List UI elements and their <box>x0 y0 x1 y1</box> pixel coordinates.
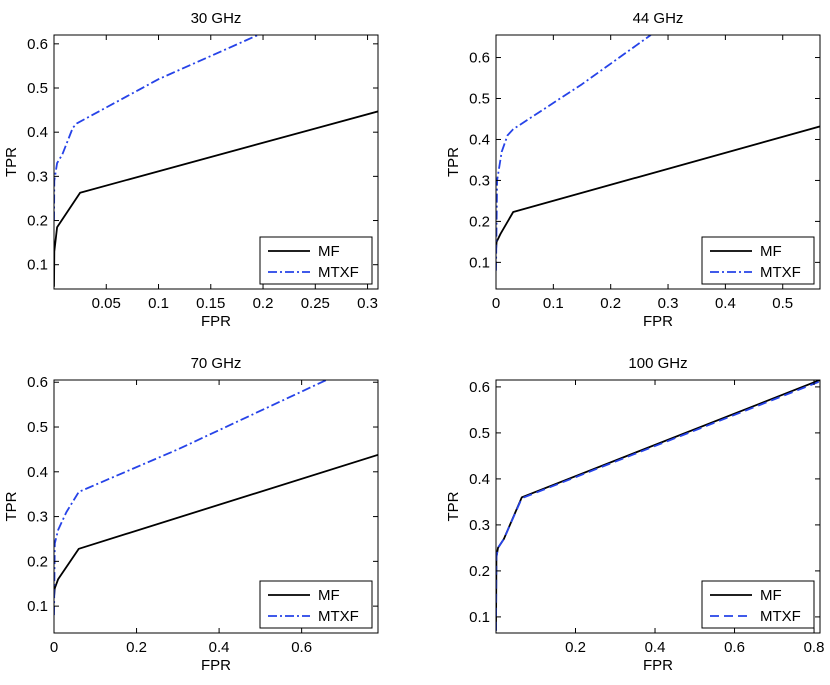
x-tick-label: 0.1 <box>148 295 169 312</box>
x-tick-label: 0.3 <box>658 295 679 312</box>
x-tick-label: 0.4 <box>645 639 666 656</box>
x-axis-label: FPR <box>643 657 673 674</box>
y-tick-label: 0.2 <box>469 563 490 580</box>
subplot-1: 30 GHz 0.05 0.1 0.15 0.2 0.25 0.3 0.1 0.2 0.3 0.4 0… <box>3 10 379 330</box>
legend-label-mf: MF <box>760 243 782 260</box>
y-tick-label: 0.2 <box>27 553 48 570</box>
legend-label-mtxf: MTXF <box>318 264 359 281</box>
subplot-4: 100 GHz 0.2 0.4 0.6 0.8 0.1 0.2 0.3 0.4 0.5 0.6 FPR… <box>445 355 824 674</box>
x-tick-label: 0 <box>492 295 500 312</box>
y-tick-label: 0.5 <box>469 91 490 108</box>
x-axis-label: FPR <box>643 313 673 330</box>
x-tick-label: 0.6 <box>724 639 745 656</box>
x-tick-label: 0.2 <box>565 639 586 656</box>
legend-label-mf: MF <box>318 243 340 260</box>
x-tick-label: 0.15 <box>196 295 225 312</box>
y-tick-label: 0.6 <box>27 374 48 391</box>
x-tick-label: 0.2 <box>126 639 147 656</box>
chart-title: 30 GHz <box>191 10 242 27</box>
chart-title: 44 GHz <box>633 10 684 27</box>
x-tick-label: 0.4 <box>209 639 230 656</box>
x-axis-label: FPR <box>201 657 231 674</box>
subplot-3: 70 GHz 0 0.2 0.4 0.6 0.1 0.2 0.3 0.4 0.5 0.6 FPR TPR… <box>3 355 379 674</box>
legend-label-mf: MF <box>760 587 782 604</box>
y-tick-label: 0.2 <box>27 213 48 230</box>
legend-box <box>259 236 373 285</box>
x-tick-label: 0.05 <box>92 295 121 312</box>
y-tick-label: 0.6 <box>469 50 490 67</box>
x-tick-label: 0.2 <box>253 295 274 312</box>
y-tick-label: 0.4 <box>469 471 490 488</box>
y-tick-label: 0.3 <box>469 172 490 189</box>
y-tick-label: 0.3 <box>469 517 490 534</box>
subplot-2: 44 GHz 0 0.1 0.2 0.3 0.4 0.5 0.1 0.2 0.3 0.4 0.5 0.6… <box>445 10 821 330</box>
legend-box <box>701 236 815 285</box>
series-line-mtxf <box>54 380 327 616</box>
y-tick-label: 0.5 <box>27 80 48 97</box>
series-line-mf <box>496 125 820 251</box>
y-axis-label: TPR <box>3 147 20 177</box>
y-tick-label: 0.5 <box>27 419 48 436</box>
y-tick-label: 0.4 <box>27 124 48 141</box>
chart-title: 70 GHz <box>191 355 242 372</box>
y-tick-label: 0.4 <box>469 131 490 148</box>
x-tick-label: 0.1 <box>543 295 564 312</box>
y-tick-label: 0.3 <box>27 168 48 185</box>
y-tick-label: 0.1 <box>27 257 48 274</box>
axes-frame <box>53 34 379 290</box>
x-tick-label: 0.8 <box>804 639 825 656</box>
legend-label-mtxf: MTXF <box>760 264 801 281</box>
series-line-mf <box>54 453 378 598</box>
axes-frame <box>53 379 379 634</box>
legend: MF MTXF <box>259 236 373 285</box>
legend-label-mtxf: MTXF <box>760 608 801 625</box>
x-tick-label: 0 <box>50 639 58 656</box>
legend: MF MTXF <box>259 580 373 629</box>
y-tick-label: 0.2 <box>469 213 490 230</box>
legend-label-mf: MF <box>318 587 340 604</box>
x-tick-label: 0.4 <box>715 295 736 312</box>
axes-frame <box>495 34 821 290</box>
y-axis-label: TPR <box>445 147 462 177</box>
y-tick-label: 0.6 <box>27 36 48 53</box>
legend-label-mtxf: MTXF <box>318 608 359 625</box>
y-tick-label: 0.6 <box>469 379 490 396</box>
x-tick-label: 0.3 <box>357 295 378 312</box>
y-tick-label: 0.4 <box>27 464 48 481</box>
y-tick-label: 0.1 <box>469 254 490 271</box>
x-tick-label: 0.6 <box>291 639 312 656</box>
y-tick-label: 0.3 <box>27 509 48 526</box>
y-axis-label: TPR <box>3 491 20 521</box>
y-tick-label: 0.5 <box>469 425 490 442</box>
legend: MF MTXF <box>701 580 815 629</box>
legend: MF MTXF <box>701 236 815 285</box>
x-tick-label: 0.25 <box>301 295 330 312</box>
series-line-mtxf <box>54 35 261 221</box>
y-tick-label: 0.1 <box>27 598 48 615</box>
chart-title: 100 GHz <box>628 355 687 372</box>
x-tick-label: 0.2 <box>600 295 621 312</box>
x-axis-label: FPR <box>201 313 231 330</box>
y-axis-label: TPR <box>445 491 462 521</box>
legend-box <box>701 580 815 629</box>
series-line-mtxf <box>496 35 652 271</box>
x-tick-label: 0.5 <box>772 295 793 312</box>
axes-frame <box>495 379 821 634</box>
y-tick-label: 0.1 <box>469 609 490 626</box>
legend-box <box>259 580 373 629</box>
